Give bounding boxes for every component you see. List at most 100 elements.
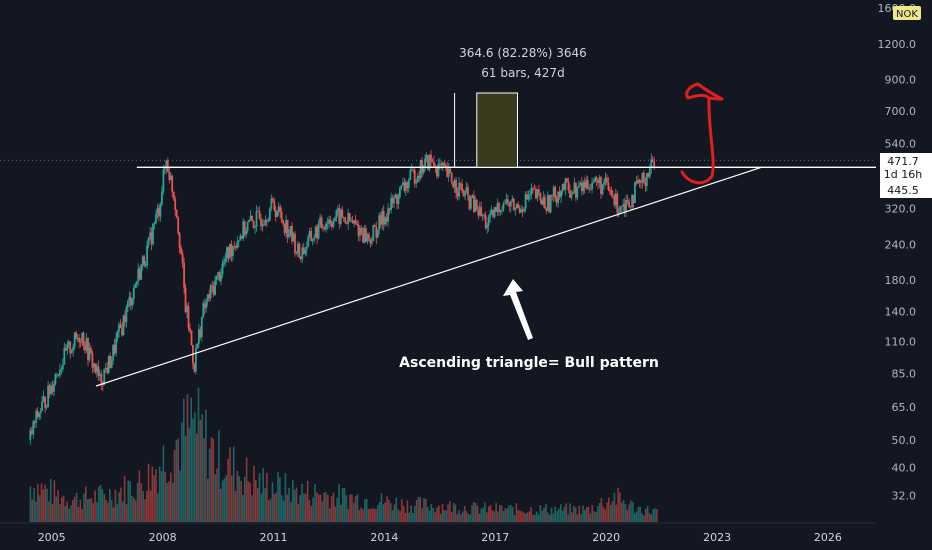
volume-bar <box>563 506 566 522</box>
candle-body <box>184 287 187 313</box>
candle-body <box>521 209 524 212</box>
volume-bar <box>314 484 316 522</box>
candle-body <box>334 218 336 221</box>
volume-bar <box>238 476 240 522</box>
volume-bar <box>243 476 246 522</box>
volume-bar <box>316 492 318 522</box>
volume-bar <box>561 510 564 522</box>
candle-body <box>107 355 110 373</box>
candle-body <box>638 179 641 183</box>
volume-bar <box>580 514 582 522</box>
candle-body <box>359 228 361 237</box>
candle-body <box>555 198 558 204</box>
volume-bar <box>286 494 289 522</box>
volume-bar <box>608 497 610 522</box>
candle-body <box>88 347 91 361</box>
candle-body <box>617 212 620 214</box>
volume-bar <box>149 490 152 522</box>
volume-bar <box>160 471 163 522</box>
y-tick-label: 700.0 <box>885 105 917 118</box>
price-labels: NOK 471.71d 16h 445.5 <box>880 6 932 198</box>
candle-body <box>455 180 457 193</box>
volume-bar <box>125 504 128 522</box>
volume-bar <box>44 484 46 522</box>
candle-body <box>30 430 33 435</box>
volume-bar <box>619 492 621 522</box>
candle-body <box>150 232 153 245</box>
volume-bar <box>421 508 423 522</box>
candle-body <box>56 374 58 375</box>
volume-bar <box>462 511 464 522</box>
candle-body <box>517 204 520 209</box>
volume-bar <box>245 457 248 522</box>
candle-body <box>336 208 339 211</box>
candle-body <box>36 411 39 417</box>
volume-bar <box>534 514 536 522</box>
volume-bar <box>517 509 520 522</box>
candle-body <box>645 173 648 186</box>
volume-bar <box>173 450 176 522</box>
volume-bar <box>103 494 106 522</box>
candle-body <box>251 216 253 222</box>
candle-body <box>523 208 525 212</box>
candle-body <box>588 188 591 190</box>
candle-body <box>161 191 163 205</box>
volume-bar <box>332 492 335 522</box>
candle-body <box>294 233 296 254</box>
candle-body <box>198 329 200 344</box>
volume-bar <box>487 506 490 522</box>
volume-bar <box>345 495 348 522</box>
volume-bar <box>131 495 133 522</box>
volume-bar <box>347 509 349 522</box>
candle-body <box>397 197 400 204</box>
candle-body <box>82 332 85 347</box>
y-tick-label: 50.0 <box>892 434 917 447</box>
candle-body <box>449 168 452 173</box>
volume-bar <box>578 505 581 522</box>
candle-body <box>189 328 191 331</box>
volume-bar <box>423 498 425 522</box>
candle-body <box>229 244 231 259</box>
volume-bar <box>68 508 70 522</box>
candle-body <box>196 343 199 349</box>
volume-bar <box>552 513 555 522</box>
volume-bar <box>171 482 174 522</box>
volume-bar <box>360 507 362 522</box>
candle-body <box>218 272 221 282</box>
candle-body <box>450 173 453 182</box>
volume-bar <box>576 514 579 522</box>
trend-lines <box>0 82 876 387</box>
volume-bar <box>550 507 553 522</box>
volume-bar <box>299 495 301 522</box>
candle-body <box>498 203 500 212</box>
volume-bar <box>170 472 172 522</box>
candle-body <box>121 328 123 336</box>
candle-body <box>462 191 465 197</box>
candle-body <box>257 211 259 212</box>
candle-body <box>42 396 45 402</box>
candle-body <box>524 194 527 209</box>
volume-bar <box>365 498 368 522</box>
candle-body <box>387 208 389 222</box>
volume-bar <box>528 511 531 522</box>
candle-body <box>288 234 290 237</box>
volume-bar <box>116 504 118 522</box>
candle-body <box>311 239 314 241</box>
candle-body <box>252 221 255 228</box>
x-tick-label: 2005 <box>38 531 66 544</box>
candle-body <box>140 264 143 280</box>
volume-bar <box>519 510 521 522</box>
candle-body <box>354 220 357 224</box>
volume-bar <box>62 495 65 522</box>
candle-body <box>193 363 196 372</box>
candle-body <box>504 203 506 205</box>
candle-body <box>493 207 496 217</box>
volume-bar <box>229 447 231 522</box>
volume-bar <box>604 509 606 522</box>
volume-bar <box>288 487 290 522</box>
volume-bar <box>404 513 407 522</box>
candle-body <box>564 178 567 190</box>
candle-body <box>282 220 284 224</box>
candle-body <box>409 170 412 180</box>
